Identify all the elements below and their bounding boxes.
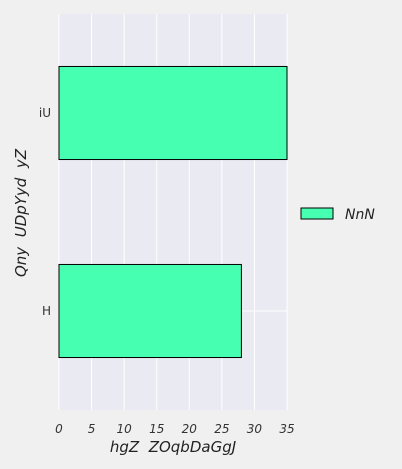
legend: NnN	[300, 207, 375, 223]
bar	[58, 263, 242, 359]
bar	[58, 65, 288, 161]
x-tick-label: 15	[149, 422, 164, 436]
x-tick-label: 20	[182, 422, 198, 436]
x-tick-label: 0	[55, 422, 63, 436]
x-axis-title: hgZ ZOqbDaGgJ	[110, 438, 236, 456]
x-tick-label: 5	[88, 422, 96, 436]
legend-swatch	[300, 207, 334, 220]
y-tick-label: iU	[39, 106, 51, 120]
x-tick-label: 30	[247, 422, 263, 436]
x-tick-label: 10	[117, 422, 133, 436]
bars	[58, 65, 288, 359]
x-tick-labels: 0 5 10 15 20 25 30 35	[55, 422, 294, 436]
y-tick-label: H	[42, 304, 51, 318]
y-axis-title: Qny UDpYyd yZ	[12, 148, 30, 277]
x-tick-label: 35	[279, 422, 294, 436]
x-tick-label: 25	[214, 422, 229, 436]
y-tick-labels: iU H	[39, 106, 51, 318]
legend-label: NnN	[345, 207, 375, 223]
